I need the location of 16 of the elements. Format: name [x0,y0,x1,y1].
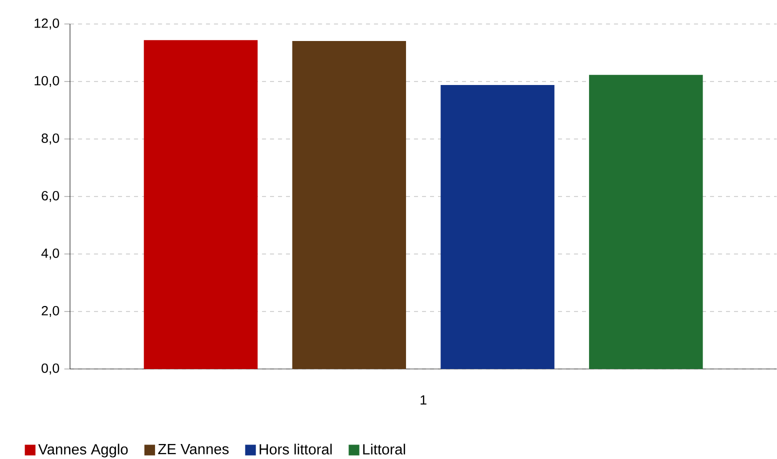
x-tick-label: 1 [420,395,426,405]
bar [144,40,258,369]
y-tick-label: 10,0 [34,76,60,88]
y-tick-label: 6,0 [42,190,60,202]
y-tick-label: 8,0 [42,133,60,145]
legend-label: Hors littoral [260,444,332,455]
bar [589,74,703,369]
bar [292,40,406,369]
bar [440,84,554,369]
legend-label: ZE Vannes [158,444,229,454]
y-tick-label: 12,0 [34,18,60,30]
y-tick-label: 0,0 [42,363,60,375]
y-tick-label: 4,0 [41,248,60,260]
y-tick-label: 2,0 [42,306,60,318]
legend-label: Vannes Agglo [38,444,128,458]
legend-label: Littoral [363,444,406,455]
